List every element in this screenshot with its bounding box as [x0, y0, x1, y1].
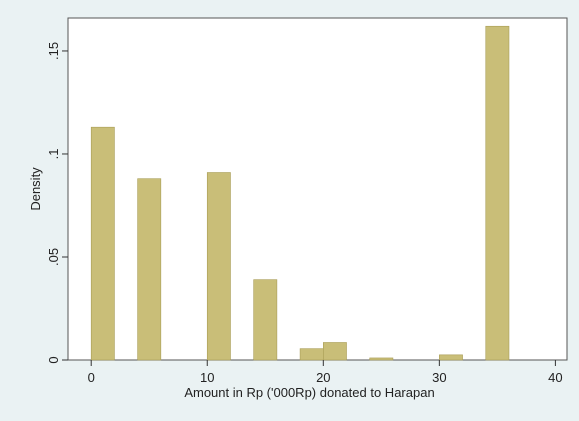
x-tick-label: 10 [200, 370, 214, 385]
histogram-bar [137, 178, 162, 361]
histogram-bar [206, 172, 231, 361]
y-tick-label: .15 [46, 42, 61, 60]
histogram-bar [323, 342, 347, 361]
y-tick-label: 0 [46, 356, 61, 363]
x-axis-label: Amount in Rp ('000Rp) donated to Harapan [184, 385, 434, 400]
x-tick-label: 20 [316, 370, 330, 385]
histogram-bar [253, 279, 278, 361]
histogram-bar [439, 354, 463, 361]
y-axis-label: Density [28, 167, 43, 211]
x-tick-label: 40 [548, 370, 562, 385]
histogram-bar [485, 25, 510, 361]
histogram-bar [299, 348, 324, 361]
y-tick-label: .1 [46, 149, 61, 160]
y-tick-label: .05 [46, 248, 61, 266]
x-tick-label: 30 [432, 370, 446, 385]
x-axis: 0 10 20 30 40 [88, 360, 563, 385]
x-tick-label: 0 [88, 370, 95, 385]
bars-group [90, 25, 510, 361]
histogram-bar [369, 357, 394, 361]
histogram-bar [90, 126, 115, 361]
y-axis: 0 .05 .1 .15 [46, 42, 68, 364]
